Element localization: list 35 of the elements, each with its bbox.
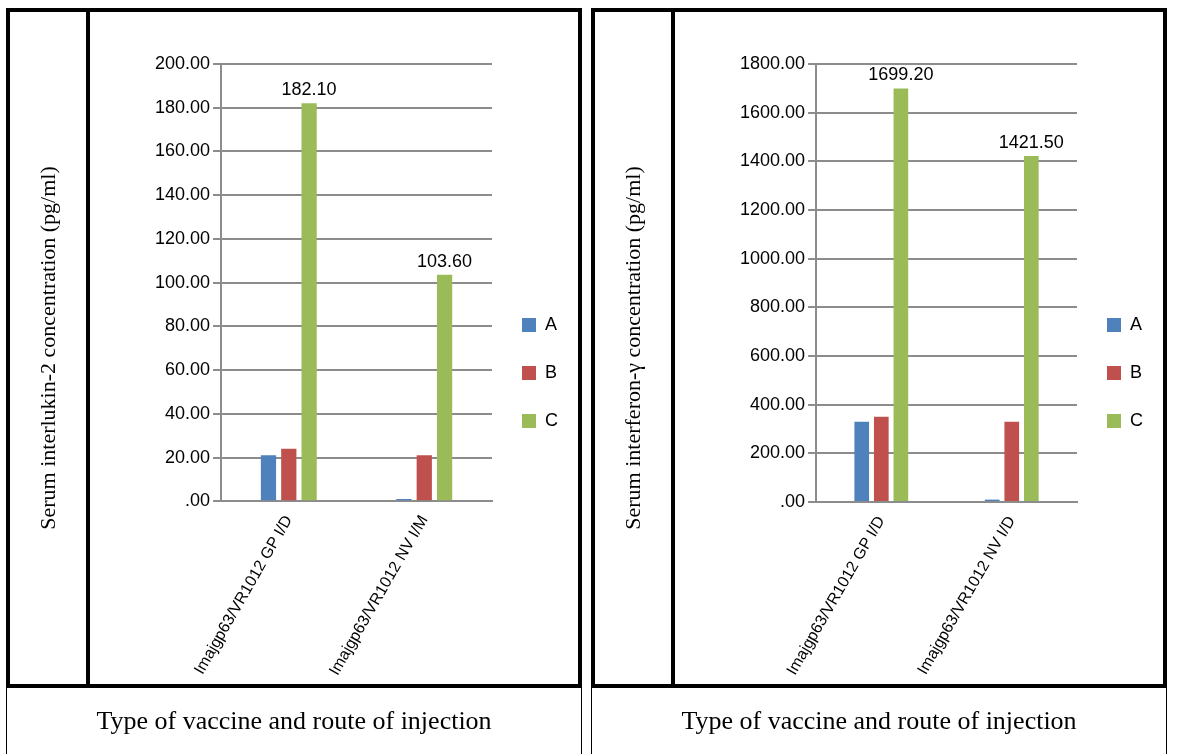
y-tick-label: 200.00 [750,442,806,463]
y-tick-label: 180.00 [154,96,211,117]
y-tick-label: 20.00 [165,446,211,467]
legend-label: A [1130,313,1143,334]
data-label: 182.10 [281,79,337,100]
y-tick-label: 140.00 [154,184,211,205]
y-tick-label: 1600.00 [739,101,806,122]
y-tick-label: 160.00 [154,140,211,161]
legend-label: B [545,361,558,382]
x-axis-title: Type of vaccine and route of injection [591,688,1167,754]
y-tick-label: 1800.00 [739,52,806,73]
x-axis-title: Type of vaccine and route of injection [6,688,582,754]
legend-label: C [545,409,558,430]
y-tick-label: 40.00 [165,402,211,423]
y-tick-label: .00 [185,490,211,511]
y-tick-label: 60.00 [165,359,211,380]
y-tick-label: .00 [780,491,806,512]
legend-label: A [545,313,558,334]
data-label: 1421.50 [998,132,1064,153]
data-label: 1699.20 [868,64,934,85]
y-tick-label: 80.00 [165,315,211,336]
y-tick-label: 400.00 [750,393,806,414]
y-axis-title: Serum interferon-γ concentration (pg/ml) [620,166,646,530]
y-axis-title: Serum interlukin-2 concentration (pg/ml) [35,166,61,530]
y-tick-label: 1000.00 [739,247,806,268]
y-tick-label: 600.00 [750,345,806,365]
y-tick-label: 1200.00 [739,198,806,219]
legend-label: B [1130,361,1143,382]
y-tick-label: 1400.00 [739,150,806,171]
y-tick-label: 120.00 [154,227,211,248]
y-tick-label: 100.00 [154,271,211,292]
legend-label: C [1130,409,1143,430]
y-tick-label: 200.00 [154,52,211,73]
data-label: 103.60 [417,250,473,271]
y-tick-label: 800.00 [750,296,806,317]
